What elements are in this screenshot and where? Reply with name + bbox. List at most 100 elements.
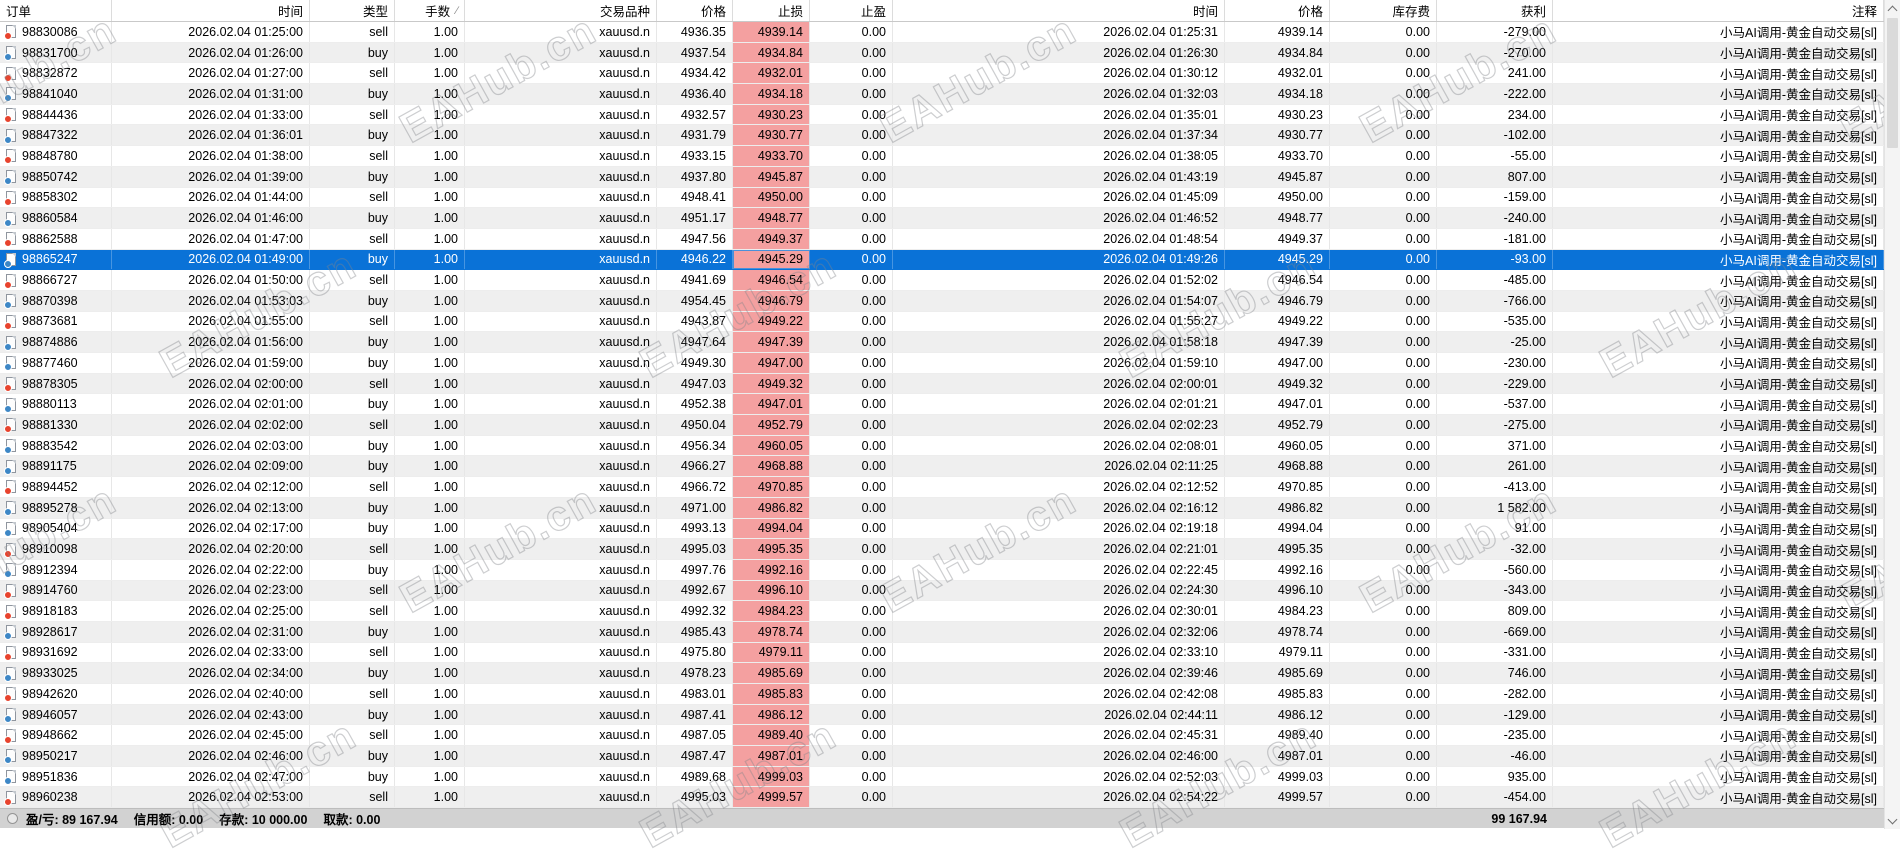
cell-order: 98891175: [0, 456, 112, 477]
cell-type: buy: [310, 332, 395, 352]
cell-open_time: 2026.02.04 01:25:00: [112, 22, 310, 42]
cell-type: sell: [310, 415, 395, 435]
column-header-type[interactable]: 类型: [310, 0, 395, 21]
cell-close_price: 4949.37: [1225, 228, 1330, 249]
column-header-lots[interactable]: 手数 ∕: [395, 0, 465, 21]
table-row[interactable]: 98894452 2026.02.04 02:12:00 sell 1.00 xauus…: [0, 477, 1900, 498]
table-row[interactable]: 98948662 2026.02.04 02:45:00 sell 1.00 xauus…: [0, 725, 1900, 747]
table-row[interactable]: 98883542 2026.02.04 02:03:00 buy 1.00 xauusd…: [0, 435, 1900, 457]
table-row[interactable]: 98850742 2026.02.04 01:39:00 buy 1.00 xauusd…: [0, 166, 1900, 188]
table-row[interactable]: 98950217 2026.02.04 02:46:00 buy 1.00 xauusd…: [0, 746, 1900, 767]
column-header-profit[interactable]: 获利: [1437, 0, 1553, 21]
scrollbar-down-button[interactable]: [1885, 812, 1900, 829]
table-row[interactable]: 98928617 2026.02.04 02:31:00 buy 1.00 xauusd…: [0, 621, 1900, 643]
scrollbar[interactable]: [1884, 0, 1900, 829]
order-number: 98860584: [22, 211, 78, 226]
cell-close_time: 2026.02.04 02:32:06: [893, 621, 1225, 642]
column-header-order[interactable]: 订单: [0, 0, 112, 21]
table-row[interactable]: 98865247 2026.02.04 01:49:00 buy 1.00 xauusd…: [0, 249, 1900, 271]
cell-close_price: 4930.77: [1225, 125, 1330, 146]
table-row[interactable]: 98933025 2026.02.04 02:34:00 buy 1.00 xauusd…: [0, 663, 1900, 684]
table-row[interactable]: 98862588 2026.02.04 01:47:00 sell 1.00 xauus…: [0, 228, 1900, 250]
cell-comment: 小马AI调用-黄金自动交易[sl]: [1553, 580, 1884, 601]
table-row[interactable]: 98951836 2026.02.04 02:47:00 buy 1.00 xauusd…: [0, 766, 1900, 788]
footer-credit: 信用额: 0.00: [133, 813, 204, 828]
cell-order: 98831700: [0, 42, 112, 63]
column-header-open_time[interactable]: 时间: [112, 0, 310, 21]
column-header-close_time[interactable]: 时间: [893, 0, 1225, 21]
cell-lots: 1.00: [395, 166, 465, 187]
cell-profit: -279.00: [1437, 22, 1553, 42]
cell-symbol: xauusd.n: [465, 187, 657, 208]
cell-tp: 0.00: [810, 601, 893, 621]
column-header-sl[interactable]: 止损: [733, 0, 810, 21]
footer-summary: 盈/亏: 89 167.94 信用额: 0.00 存款: 10 000.00 取款: …: [26, 809, 380, 828]
column-header-close_price[interactable]: 价格: [1225, 0, 1330, 21]
table-row[interactable]: 98931692 2026.02.04 02:33:00 sell 1.00 xauus…: [0, 642, 1900, 664]
cell-comment: 小马AI调用-黄金自动交易[sl]: [1553, 63, 1884, 84]
column-header-tp[interactable]: 止盈: [810, 0, 893, 21]
sell-order-icon: [4, 25, 16, 41]
table-row[interactable]: 98918183 2026.02.04 02:25:00 sell 1.00 xauus…: [0, 601, 1900, 622]
column-header-price[interactable]: 价格: [657, 0, 733, 21]
sell-order-icon: [4, 645, 16, 661]
cell-close_price: 4945.87: [1225, 166, 1330, 187]
table-row[interactable]: 98848780 2026.02.04 01:38:00 sell 1.00 xauus…: [0, 146, 1900, 167]
table-row[interactable]: 98860584 2026.02.04 01:46:00 buy 1.00 xauusd…: [0, 208, 1900, 229]
sell-order-icon: [4, 790, 16, 806]
table-row[interactable]: 98832872 2026.02.04 01:27:00 sell 1.00 xauus…: [0, 63, 1900, 85]
cell-comment: 小马AI调用-黄金自动交易[sl]: [1553, 518, 1884, 539]
cell-close_price: 4947.01: [1225, 394, 1330, 415]
table-row[interactable]: 98877460 2026.02.04 01:59:00 buy 1.00 xauusd…: [0, 353, 1900, 374]
table-row[interactable]: 98841040 2026.02.04 01:31:00 buy 1.00 xauusd…: [0, 84, 1900, 105]
table-row[interactable]: 98881330 2026.02.04 02:02:00 sell 1.00 xauus…: [0, 415, 1900, 436]
table-row[interactable]: 98891175 2026.02.04 02:09:00 buy 1.00 xauusd…: [0, 456, 1900, 478]
table-row[interactable]: 98942620 2026.02.04 02:40:00 sell 1.00 xauus…: [0, 684, 1900, 705]
cell-comment: 小马AI调用-黄金自动交易[sl]: [1553, 663, 1884, 683]
table-row[interactable]: 98910098 2026.02.04 02:20:00 sell 1.00 xauus…: [0, 539, 1900, 560]
table-row[interactable]: 98946057 2026.02.04 02:43:00 buy 1.00 xauusd…: [0, 704, 1900, 726]
cell-open_time: 2026.02.04 01:27:00: [112, 63, 310, 84]
cell-symbol: xauusd.n: [465, 415, 657, 435]
cell-order: 98950217: [0, 746, 112, 766]
cell-open_time: 2026.02.04 02:53:00: [112, 787, 310, 808]
cell-sl: 4933.70: [733, 146, 810, 166]
table-row[interactable]: 98858302 2026.02.04 01:44:00 sell 1.00 xauus…: [0, 187, 1900, 209]
cell-symbol: xauusd.n: [465, 787, 657, 808]
cell-comment: 小马AI调用-黄金自动交易[sl]: [1553, 290, 1884, 311]
cell-price: 4947.03: [657, 373, 733, 394]
table-row[interactable]: 98878305 2026.02.04 02:00:00 sell 1.00 xauus…: [0, 373, 1900, 395]
cell-close_price: 4999.57: [1225, 787, 1330, 808]
table-row[interactable]: 98905404 2026.02.04 02:17:00 buy 1.00 xauusd…: [0, 518, 1900, 540]
scrollbar-thumb[interactable]: [1887, 18, 1898, 148]
column-header-symbol[interactable]: 交易品种: [465, 0, 657, 21]
cell-price: 4989.68: [657, 766, 733, 787]
cell-close_time: 2026.02.04 01:54:07: [893, 290, 1225, 311]
table-row[interactable]: 98870398 2026.02.04 01:53:03 buy 1.00 xauusd…: [0, 290, 1900, 312]
column-header-comment[interactable]: 注释: [1553, 0, 1884, 21]
table-row[interactable]: 98895278 2026.02.04 02:13:00 buy 1.00 xauusd…: [0, 497, 1900, 519]
table-row[interactable]: 98847322 2026.02.04 01:36:01 buy 1.00 xauusd…: [0, 125, 1900, 147]
cell-close_time: 2026.02.04 02:33:10: [893, 642, 1225, 663]
table-row[interactable]: 98880113 2026.02.04 02:01:00 buy 1.00 xauusd…: [0, 394, 1900, 416]
scrollbar-up-button[interactable]: [1885, 0, 1900, 17]
table-row[interactable]: 98914760 2026.02.04 02:23:00 sell 1.00 xauus…: [0, 580, 1900, 602]
table-row[interactable]: 98874886 2026.02.04 01:56:00 buy 1.00 xauusd…: [0, 332, 1900, 353]
table-row[interactable]: 98960238 2026.02.04 02:53:00 sell 1.00 xauus…: [0, 787, 1900, 809]
cell-tp: 0.00: [810, 42, 893, 63]
table-row[interactable]: 98830086 2026.02.04 01:25:00 sell 1.00 xauus…: [0, 22, 1900, 43]
table-row[interactable]: 98831700 2026.02.04 01:26:00 buy 1.00 xauusd…: [0, 42, 1900, 64]
table-row[interactable]: 98873681 2026.02.04 01:55:00 sell 1.00 xauus…: [0, 311, 1900, 333]
table-row[interactable]: 98844436 2026.02.04 01:33:00 sell 1.00 xauus…: [0, 104, 1900, 126]
cell-price: 4943.87: [657, 311, 733, 332]
table-row[interactable]: 98912394 2026.02.04 02:22:00 buy 1.00 xauusd…: [0, 559, 1900, 581]
column-header-label: 注释: [1851, 5, 1877, 19]
cell-price: 4937.80: [657, 166, 733, 187]
cell-profit: -343.00: [1437, 580, 1553, 601]
column-header-swap[interactable]: 库存费: [1330, 0, 1437, 21]
cell-lots: 1.00: [395, 704, 465, 725]
table-row[interactable]: 98866727 2026.02.04 01:50:00 sell 1.00 xauus…: [0, 270, 1900, 291]
cell-profit: -240.00: [1437, 208, 1553, 228]
cell-swap: 0.00: [1330, 435, 1437, 456]
cell-order: 98841040: [0, 84, 112, 104]
